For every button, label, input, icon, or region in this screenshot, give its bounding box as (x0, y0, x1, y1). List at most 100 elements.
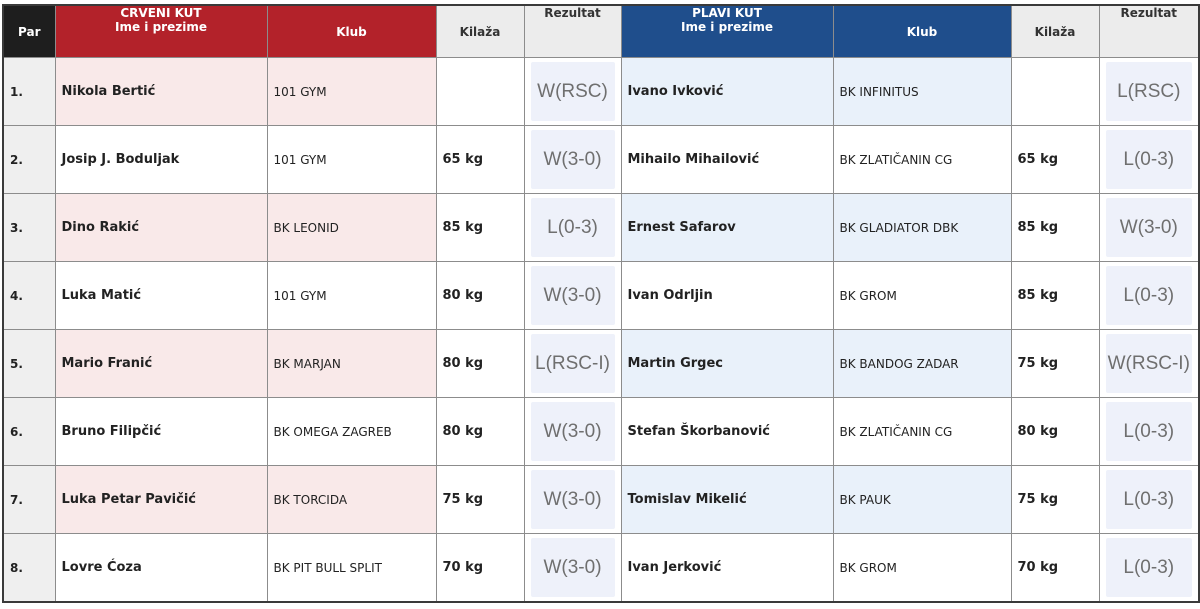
red-fighter-club: BK OMEGA ZAGREB (266, 397, 437, 466)
blue-result-cell: W(3-0) (1098, 193, 1200, 262)
red-result-cell: L(RSC-I) (523, 329, 622, 398)
red-result-cell: W(3-0) (523, 125, 622, 194)
blue-fighter-name: Ivan Odrljin (620, 261, 834, 330)
red-result-cell: W(3-0) (523, 533, 622, 603)
blue-result-cell: L(0-3) (1098, 533, 1200, 603)
blue-fighter-club: BK PAUK (832, 465, 1012, 534)
table-row: 6. Bruno Filipčić BK OMEGA ZAGREB 80 kg … (2, 397, 1200, 466)
blue-result-cell: L(RSC) (1098, 57, 1200, 126)
table-row: 4. Luka Matić 101 GYM 80 kg W(3-0) Ivan … (2, 261, 1200, 330)
red-fighter-name: Nikola Bertić (54, 57, 268, 126)
par-number: 7. (2, 465, 56, 534)
header-row: Par CRVENI KUT Ime i prezime Klub Kilaža… (2, 4, 1200, 58)
red-fighter-weight: 70 kg (435, 533, 525, 603)
header-red-club: Klub (266, 4, 437, 58)
blue-result: L(0-3) (1105, 266, 1192, 325)
header-blue-name: Ime i prezime (681, 20, 773, 34)
header-red-name: Ime i prezime (115, 20, 207, 34)
header-blue-corner: PLAVI KUT Ime i prezime (620, 4, 834, 58)
header-blue-result: Rezultat (1098, 4, 1200, 58)
table-row: 1. Nikola Bertić 101 GYM W(RSC) Ivano Iv… (2, 57, 1200, 126)
blue-result: L(RSC) (1105, 62, 1192, 121)
red-fighter-club: BK TORCIDA (266, 465, 437, 534)
red-fighter-club: BK MARJAN (266, 329, 437, 398)
blue-fighter-weight: 85 kg (1010, 193, 1100, 262)
red-fighter-club: BK PIT BULL SPLIT (266, 533, 437, 603)
par-number: 2. (2, 125, 56, 194)
red-fighter-club: 101 GYM (266, 57, 437, 126)
blue-fighter-club: BK BANDOG ZADAR (832, 329, 1012, 398)
header-red-corner-title: CRVENI KUT (120, 6, 202, 20)
par-number: 3. (2, 193, 56, 262)
red-fighter-weight: 80 kg (435, 397, 525, 466)
blue-fighter-weight (1010, 57, 1100, 126)
blue-fighter-weight: 80 kg (1010, 397, 1100, 466)
table-row: 3. Dino Rakić BK LEONID 85 kg L(0-3) Ern… (2, 193, 1200, 262)
par-number: 4. (2, 261, 56, 330)
blue-result-cell: L(0-3) (1098, 125, 1200, 194)
bout-results-table: Par CRVENI KUT Ime i prezime Klub Kilaža… (2, 4, 1200, 603)
red-result: L(RSC-I) (530, 334, 615, 393)
red-fighter-name: Bruno Filipčić (54, 397, 268, 466)
blue-result: L(0-3) (1105, 470, 1192, 529)
red-fighter-weight: 80 kg (435, 329, 525, 398)
table-row: 8. Lovre Ćoza BK PIT BULL SPLIT 70 kg W(… (2, 533, 1200, 603)
blue-result: L(0-3) (1105, 538, 1192, 597)
blue-fighter-club: BK GLADIATOR DBK (832, 193, 1012, 262)
table-row: 5. Mario Franić BK MARJAN 80 kg L(RSC-I)… (2, 329, 1200, 398)
red-fighter-weight: 75 kg (435, 465, 525, 534)
blue-fighter-name: Mihailo Mihailović (620, 125, 834, 194)
red-result: W(3-0) (530, 538, 615, 597)
header-red-weight: Kilaža (435, 4, 525, 58)
red-result: W(3-0) (530, 130, 615, 189)
red-fighter-name: Dino Rakić (54, 193, 268, 262)
blue-fighter-club: BK ZLATIČANIN CG (832, 125, 1012, 194)
header-blue-club: Klub (832, 4, 1012, 58)
table-row: 7. Luka Petar Pavičić BK TORCIDA 75 kg W… (2, 465, 1200, 534)
blue-result-cell: L(0-3) (1098, 465, 1200, 534)
header-red-corner: CRVENI KUT Ime i prezime (54, 4, 268, 58)
red-fighter-name: Mario Franić (54, 329, 268, 398)
red-fighter-name: Josip J. Boduljak (54, 125, 268, 194)
blue-fighter-club: BK GROM (832, 261, 1012, 330)
blue-fighter-name: Ivano Ivković (620, 57, 834, 126)
red-fighter-weight: 85 kg (435, 193, 525, 262)
header-blue-weight: Kilaža (1010, 4, 1100, 58)
blue-fighter-club: BK GROM (832, 533, 1012, 603)
blue-fighter-club: BK INFINITUS (832, 57, 1012, 126)
red-result: W(3-0) (530, 402, 615, 461)
par-number: 1. (2, 57, 56, 126)
blue-fighter-name: Ivan Jerković (620, 533, 834, 603)
red-result: W(3-0) (530, 266, 615, 325)
blue-fighter-weight: 65 kg (1010, 125, 1100, 194)
par-number: 8. (2, 533, 56, 603)
blue-fighter-name: Stefan Škorbanović (620, 397, 834, 466)
blue-fighter-name: Ernest Safarov (620, 193, 834, 262)
red-fighter-weight (435, 57, 525, 126)
red-fighter-weight: 80 kg (435, 261, 525, 330)
blue-fighter-weight: 70 kg (1010, 533, 1100, 603)
header-blue-corner-title: PLAVI KUT (692, 6, 762, 20)
blue-fighter-weight: 75 kg (1010, 465, 1100, 534)
red-result-cell: L(0-3) (523, 193, 622, 262)
blue-fighter-name: Martin Grgec (620, 329, 834, 398)
blue-result-cell: L(0-3) (1098, 397, 1200, 466)
red-result-cell: W(3-0) (523, 465, 622, 534)
header-par: Par (2, 4, 56, 58)
red-fighter-club: BK LEONID (266, 193, 437, 262)
red-result-cell: W(3-0) (523, 397, 622, 466)
par-number: 6. (2, 397, 56, 466)
red-result: W(3-0) (530, 470, 615, 529)
red-fighter-name: Luka Petar Pavičić (54, 465, 268, 534)
blue-result-cell: W(RSC-I) (1098, 329, 1200, 398)
blue-result-cell: L(0-3) (1098, 261, 1200, 330)
red-result: W(RSC) (530, 62, 615, 121)
red-fighter-name: Lovre Ćoza (54, 533, 268, 603)
blue-fighter-weight: 85 kg (1010, 261, 1100, 330)
red-fighter-club: 101 GYM (266, 261, 437, 330)
blue-result: L(0-3) (1105, 402, 1192, 461)
red-fighter-weight: 65 kg (435, 125, 525, 194)
red-result-cell: W(RSC) (523, 57, 622, 126)
red-result-cell: W(3-0) (523, 261, 622, 330)
